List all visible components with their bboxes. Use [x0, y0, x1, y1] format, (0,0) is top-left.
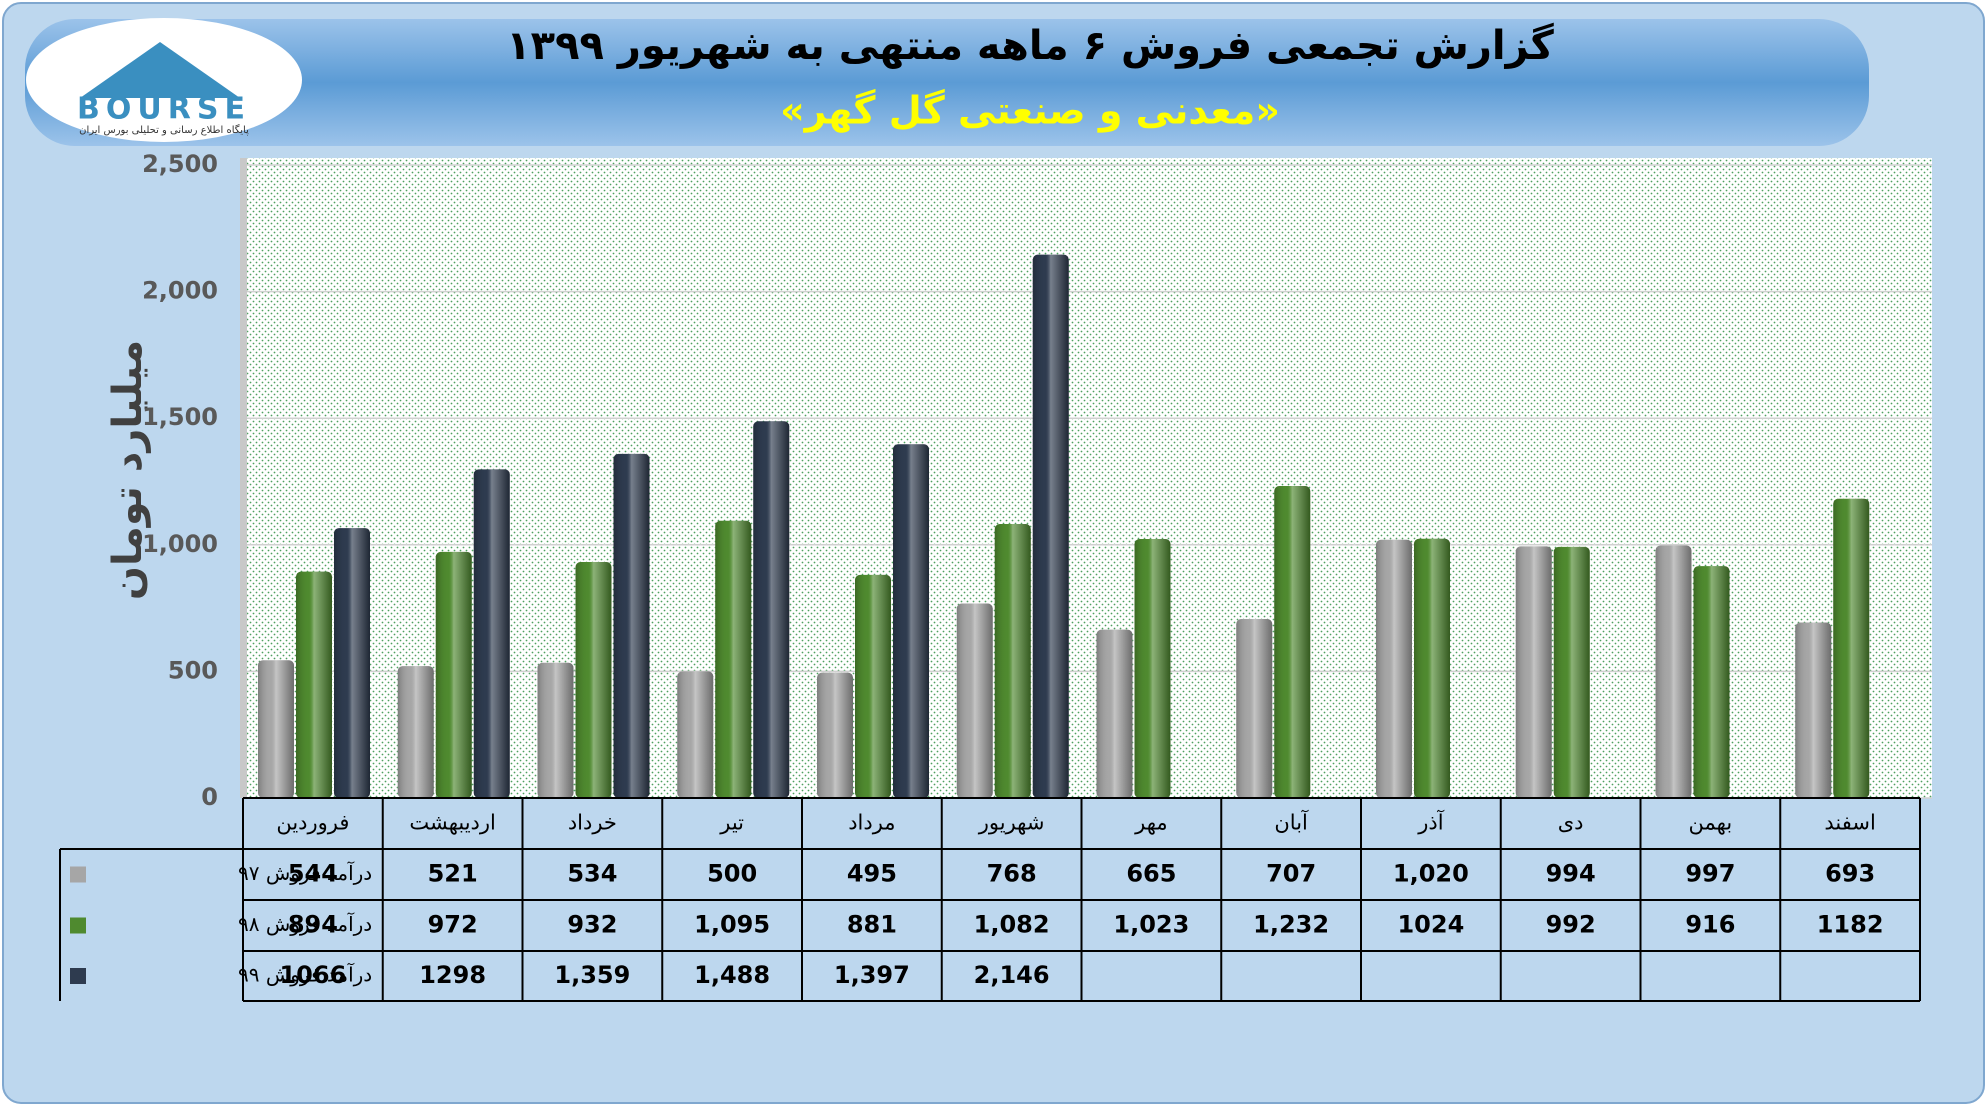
value-label: 768: [987, 860, 1037, 888]
legend-marker: [70, 917, 86, 934]
x-tick-label: بهمن: [1689, 811, 1733, 835]
bar-shading: [1134, 538, 1171, 798]
value-label: 495: [847, 860, 897, 888]
bar-shading: [1553, 546, 1590, 798]
value-label: 916: [1685, 911, 1735, 939]
value-label: 894: [288, 911, 338, 939]
bar-shading: [296, 571, 332, 798]
bar-shading: [537, 662, 574, 798]
bar-shading: [817, 672, 853, 798]
y-axis-wall: [240, 158, 247, 798]
bar-shading: [715, 520, 752, 798]
value-label: 500: [707, 860, 757, 888]
value-label: 693: [1825, 860, 1875, 888]
y-tick-label: 2,000: [142, 277, 218, 305]
value-label: 2,146: [974, 961, 1050, 989]
bar-shading: [473, 469, 510, 798]
value-label: 707: [1266, 860, 1316, 888]
bar-shading: [1376, 539, 1412, 798]
value-label: 1,359: [554, 961, 630, 989]
legend-label: درآمد فروش ۹۷: [238, 860, 372, 885]
y-tick-label: 1,000: [142, 530, 218, 558]
y-tick-label: 2,500: [142, 150, 218, 178]
bar-shading: [334, 528, 370, 798]
bar-shading: [1414, 538, 1450, 798]
bar-shading: [1655, 545, 1692, 798]
bar-shading: [994, 524, 1031, 798]
title-banner: [25, 19, 1869, 146]
bar-shading: [435, 551, 472, 798]
x-tick-label: تیر: [719, 811, 744, 835]
bar-shading: [956, 603, 993, 798]
value-label: 932: [567, 911, 617, 939]
legend-label: درآمد فروش ۹۹: [238, 962, 372, 987]
value-label: 1,488: [694, 961, 770, 989]
legend-label: درآمد فروش ۹۸: [238, 911, 372, 936]
value-label: 1,397: [834, 961, 910, 989]
x-tick-label: مرداد: [848, 811, 895, 835]
x-tick-label: اردیبهشت: [409, 811, 496, 835]
bar-shading: [677, 671, 714, 798]
x-tick-label: شهریور: [978, 811, 1045, 835]
value-label: 881: [847, 911, 897, 939]
value-label: 521: [428, 860, 478, 888]
x-tick-label: فروردین: [276, 811, 349, 835]
logo-name: BOURSE: [77, 92, 251, 127]
y-axis-label: میلیارد تومان: [105, 340, 151, 600]
bar-shading: [1236, 618, 1273, 798]
bar-shading: [575, 562, 612, 798]
plot-area: [247, 158, 1932, 798]
y-tick-label: 1,500: [142, 403, 218, 431]
bar-shading: [1274, 486, 1311, 798]
value-label: 997: [1685, 860, 1735, 888]
value-label: 1024: [1397, 911, 1464, 939]
value-label: 665: [1126, 860, 1176, 888]
value-label: 1298: [419, 961, 486, 989]
bar-shading: [855, 574, 891, 798]
value-label: 544: [288, 860, 338, 888]
value-label: 1,232: [1253, 911, 1329, 939]
bar-shading: [613, 453, 650, 798]
bar-shading: [1833, 498, 1870, 798]
bar-shading: [258, 660, 294, 798]
value-label: 1066: [279, 961, 346, 989]
chart-subtitle: «معدنی و صنعتی گل گهر»: [780, 89, 1280, 134]
y-tick-label: 500: [168, 656, 218, 684]
x-tick-label: آبان: [1274, 810, 1309, 835]
logo-icon: [80, 42, 240, 98]
x-tick-label: اسفند: [1824, 811, 1875, 835]
y-tick-label: 0: [201, 783, 218, 811]
bar-shading: [753, 421, 790, 798]
chart-title: گزارش تجمعی فروش ۶ ماهه منتهی به شهریور …: [506, 22, 1554, 69]
value-label: 1,023: [1113, 911, 1189, 939]
logo-tagline: پایگاه اطلاع رسانی و تحلیلی بورس ایران: [79, 124, 249, 136]
bar-shading: [1032, 254, 1069, 798]
bar-shading: [397, 666, 434, 798]
bar-shading: [1693, 566, 1730, 798]
value-label: 1,095: [694, 911, 770, 939]
legend-marker: [70, 866, 86, 883]
x-tick-label: مهر: [1134, 811, 1168, 835]
x-tick-label: خرداد: [568, 811, 617, 835]
bar-shading: [893, 444, 929, 798]
x-tick-label: آذر: [1417, 810, 1444, 835]
value-label: 972: [428, 911, 478, 939]
value-label: 1,082: [974, 911, 1050, 939]
legend-marker: [70, 968, 86, 984]
bar-shading: [1096, 629, 1133, 798]
bar-shading: [1515, 546, 1552, 798]
value-label: 1182: [1817, 911, 1884, 939]
value-label: 534: [567, 860, 617, 888]
value-label: 992: [1546, 911, 1596, 939]
x-tick-label: دی: [1558, 811, 1584, 835]
value-label: 994: [1546, 860, 1596, 888]
value-label: 1,020: [1393, 860, 1469, 888]
bar-shading: [1795, 622, 1832, 798]
